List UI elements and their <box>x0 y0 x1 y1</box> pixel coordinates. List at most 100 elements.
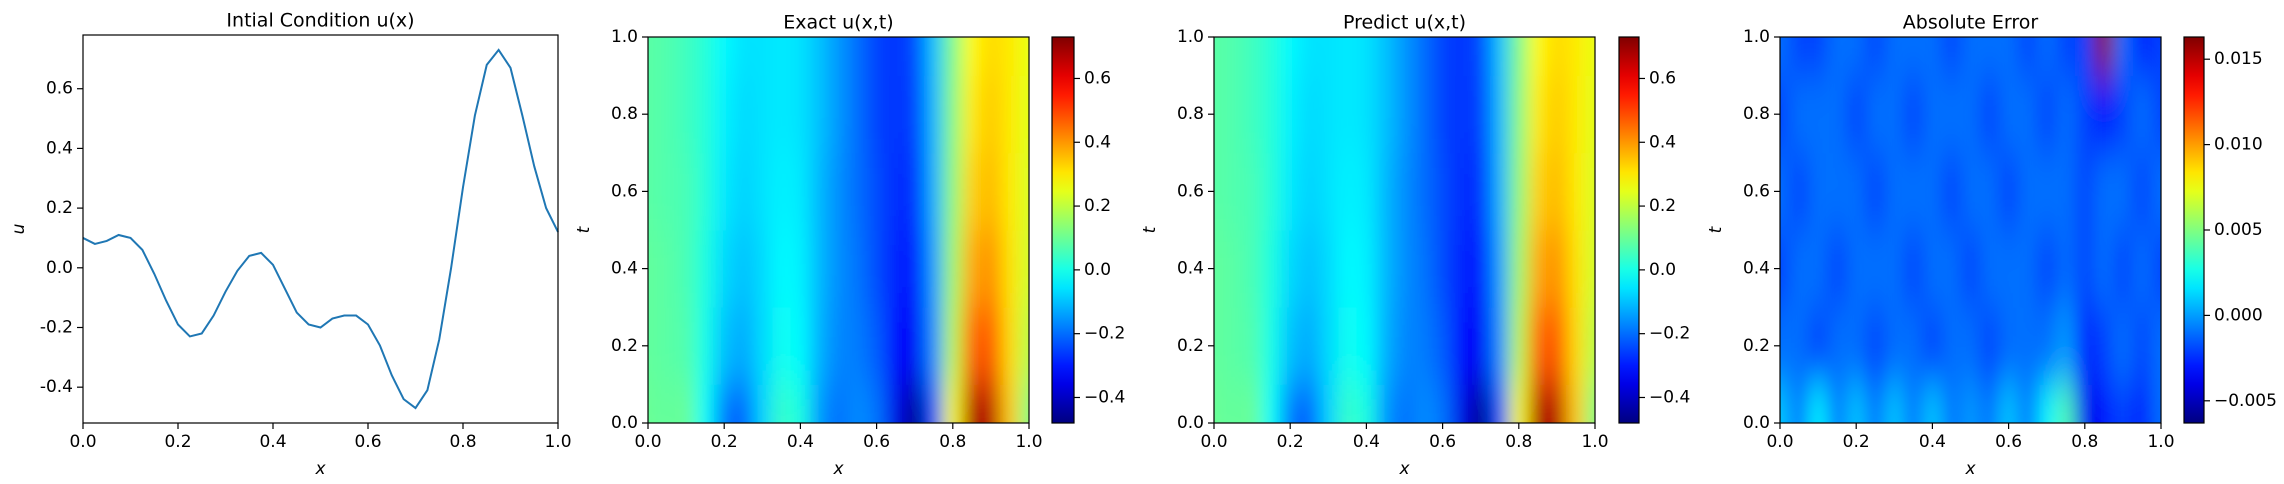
heatmap-cell <box>657 152 678 231</box>
heatmap-cell <box>1490 75 1510 154</box>
heatmap-cell <box>1865 384 1886 423</box>
heatmap-cell <box>1214 307 1225 385</box>
heatmap-cell <box>809 384 830 423</box>
heatmap-cell <box>1827 230 1848 308</box>
heatmap-cell <box>2151 307 2161 385</box>
heatmap-cell <box>1547 37 1567 77</box>
heatmap-cell <box>1471 384 1491 423</box>
heatmap-cell <box>1903 37 1924 77</box>
heatmap-cell <box>1299 384 1320 423</box>
y-tick-label: 0.6 <box>611 181 638 201</box>
heatmap-cell <box>1375 230 1396 308</box>
heatmap-cell <box>1547 307 1567 385</box>
heatmap-cell <box>1566 384 1586 423</box>
heatmap-cell <box>981 307 1001 385</box>
heatmap-cell <box>733 75 754 154</box>
heatmap-cell <box>1471 37 1491 77</box>
heatmap-cell <box>1414 152 1434 231</box>
heatmap-cell <box>1509 75 1529 154</box>
colorbar-tick-label: 0.005 <box>2214 220 2263 240</box>
heatmap-cell <box>1261 37 1282 77</box>
heatmap-cell <box>1490 384 1510 423</box>
heatmap-cell <box>1528 75 1548 154</box>
heatmap-cell <box>1299 75 1320 154</box>
colorbar-tick-label: −0.005 <box>2214 391 2277 411</box>
heatmap-cell <box>2056 37 2076 77</box>
heatmap-cell <box>1299 307 1320 385</box>
heatmap-cell <box>1865 152 1886 231</box>
y-tick-label: 0.0 <box>46 258 73 278</box>
heatmap-cell <box>1827 75 1848 154</box>
heatmap-cell <box>657 307 678 385</box>
heatmap-cell <box>2056 307 2076 385</box>
heatmap-cell <box>1789 152 1810 231</box>
y-tick-label: 0.2 <box>46 198 73 218</box>
heatmap-cell <box>1394 37 1415 77</box>
x-tick-label: 0.8 <box>449 432 476 452</box>
heatmap-cell <box>886 307 906 385</box>
heatmap-cell <box>752 230 773 308</box>
heatmap-cell <box>1789 75 1810 154</box>
heatmap-cell <box>2132 37 2152 77</box>
heatmap-cell <box>1999 307 2019 385</box>
heatmap-cell <box>1337 152 1358 231</box>
y-tick-label: 0.8 <box>611 104 638 124</box>
heatmap-cell <box>1019 384 1029 423</box>
heatmap-cell <box>714 307 735 385</box>
heatmap-cell <box>2151 384 2161 423</box>
heatmap-cell <box>1471 307 1491 385</box>
heatmap-cell <box>1980 384 2000 423</box>
heatmap-cell <box>1846 75 1867 154</box>
x-tick-label: 0.0 <box>69 432 96 452</box>
heatmap-cell <box>648 75 659 154</box>
y-axis-label: t <box>1140 225 1160 233</box>
chart-title: Predict u(x,t) <box>1343 12 1466 34</box>
heatmap-cell <box>1394 152 1415 231</box>
heatmap-cell <box>752 152 773 231</box>
x-tick-label: 0.6 <box>863 432 890 452</box>
y-tick-label: 0.4 <box>1177 259 1204 279</box>
heatmap-cell <box>1884 384 1905 423</box>
axes-frame <box>1779 36 2162 424</box>
colorbar <box>2183 36 2205 424</box>
heatmap-cell <box>2113 230 2133 308</box>
heatmap-cell <box>657 37 678 77</box>
heatmap-cell <box>1999 384 2019 423</box>
heatmap-cell <box>924 152 944 231</box>
heatmap-cell <box>1337 37 1358 77</box>
heatmap-cell <box>1414 230 1434 308</box>
heatmap-cell <box>809 307 830 385</box>
heatmap-cell <box>2075 307 2095 385</box>
heatmap-cell <box>905 37 925 77</box>
heatmap-cell <box>1337 307 1358 385</box>
heatmap-cell <box>1922 307 1943 385</box>
heatmap-cell <box>1337 230 1358 308</box>
heatmap-cell <box>771 384 792 423</box>
heatmap-cell <box>867 152 887 231</box>
heatmap-cell <box>809 75 830 154</box>
heatmap-cell <box>1808 384 1829 423</box>
heatmap-cell <box>752 307 773 385</box>
heatmap-cell <box>1980 307 2000 385</box>
heatmap-cell <box>657 75 678 154</box>
heatmap-cell <box>1394 230 1415 308</box>
heatmap-cell <box>1214 384 1225 423</box>
heatmap-cell <box>1242 37 1263 77</box>
heatmap-cell <box>1356 152 1377 231</box>
heatmap-cell <box>962 230 982 308</box>
heatmap-cell <box>981 152 1001 231</box>
heatmap-cell <box>1884 152 1905 231</box>
heatmap-cell <box>1375 152 1396 231</box>
heatmap-cell <box>695 230 716 308</box>
heatmap-cell <box>1000 384 1020 423</box>
heatmap-cell <box>1280 152 1301 231</box>
chart-title: Absolute Error <box>1903 12 2039 34</box>
heatmap-cell <box>809 37 830 77</box>
heatmap-cell <box>1223 230 1244 308</box>
y-axis-label: t <box>1706 225 1726 233</box>
heatmap-cell <box>1941 152 1962 231</box>
heatmap-cell <box>2056 230 2076 308</box>
heatmap-cell <box>1414 384 1434 423</box>
heatmap-cell <box>2018 75 2038 154</box>
